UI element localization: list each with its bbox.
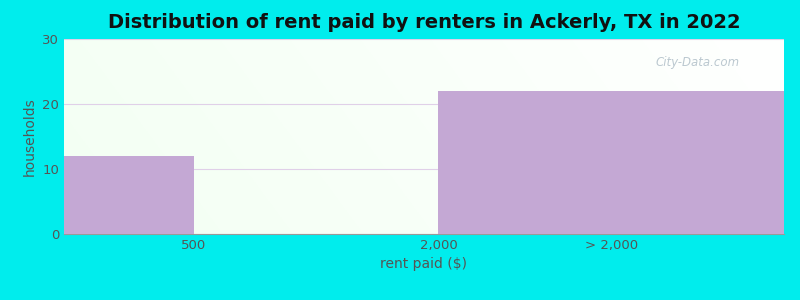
Text: City-Data.com: City-Data.com (655, 56, 740, 69)
Bar (438, 91, 784, 234)
X-axis label: rent paid ($): rent paid ($) (381, 257, 467, 272)
Bar (64, 156, 194, 234)
Title: Distribution of rent paid by renters in Ackerly, TX in 2022: Distribution of rent paid by renters in … (108, 13, 740, 32)
Y-axis label: households: households (22, 97, 37, 176)
